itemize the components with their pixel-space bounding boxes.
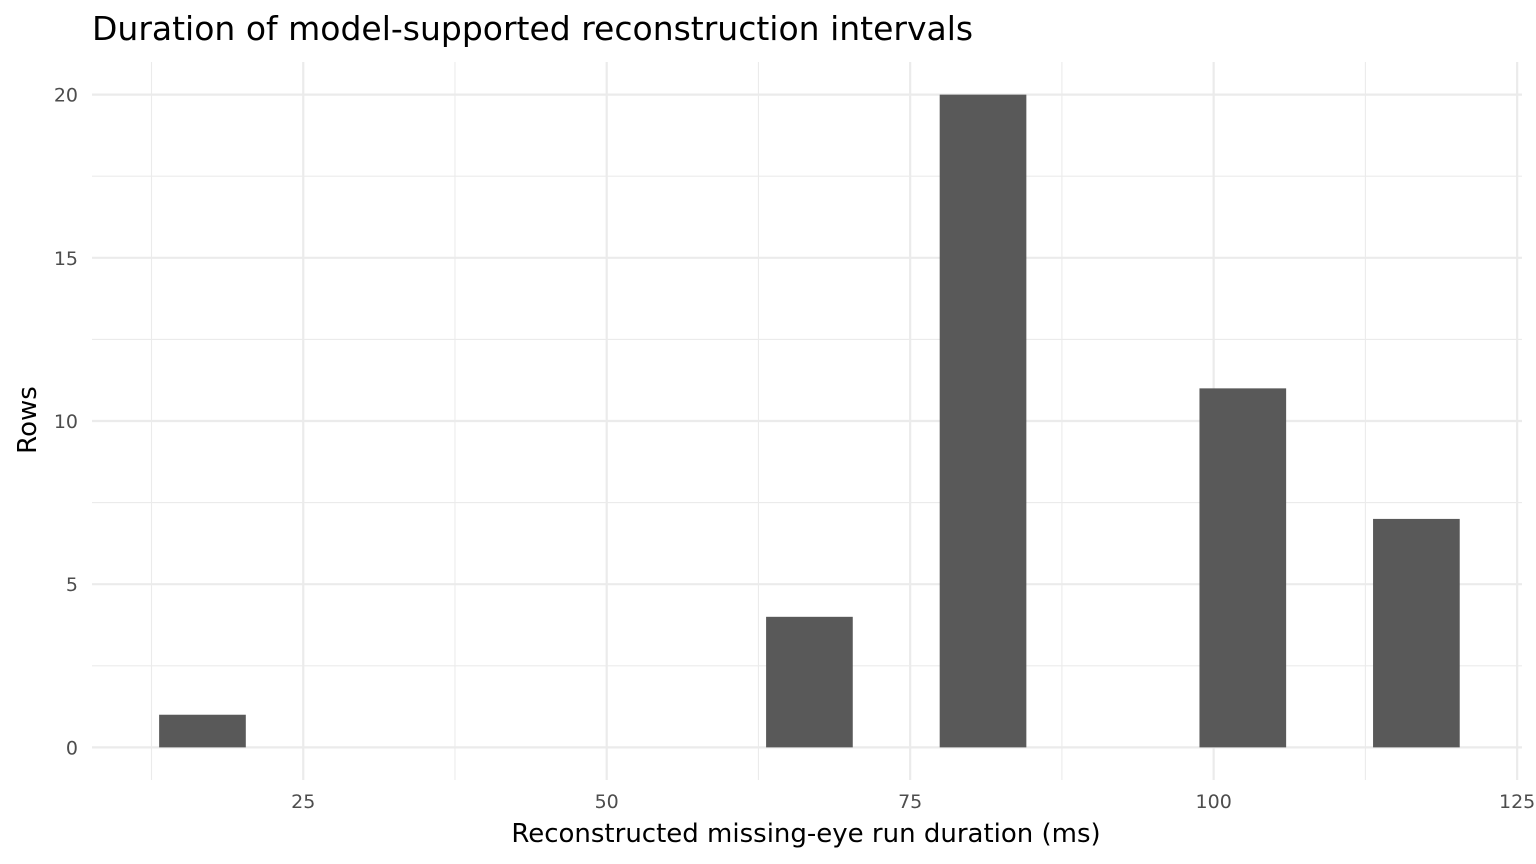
bars	[159, 94, 1460, 748]
x-axis-title: Reconstructed missing-eye run duration (…	[511, 819, 1100, 849]
histogram-bar	[1199, 388, 1287, 748]
histogram-bar	[766, 616, 853, 748]
x-tick-label: 50	[595, 791, 619, 813]
y-tick-label: 10	[54, 411, 78, 433]
x-tick-label: 100	[1196, 791, 1232, 813]
x-tick-label: 125	[1499, 791, 1535, 813]
y-axis-title: Rows	[13, 386, 43, 454]
y-tick-label: 15	[54, 248, 78, 270]
y-tick-label: 0	[66, 737, 78, 759]
x-tick-label: 75	[898, 791, 922, 813]
x-tick-label: 25	[291, 791, 315, 813]
y-axis-tick-labels: 0 5 10 15 20	[54, 85, 78, 760]
histogram-bar	[159, 714, 246, 748]
y-tick-label: 5	[66, 574, 78, 596]
histogram-bar	[939, 94, 1027, 748]
histogram-bar	[1373, 518, 1460, 748]
y-tick-label: 20	[54, 85, 78, 107]
x-axis-tick-labels: 25 50 75 100 125	[291, 791, 1535, 813]
chart-title: Duration of model-supported reconstructi…	[92, 9, 973, 48]
